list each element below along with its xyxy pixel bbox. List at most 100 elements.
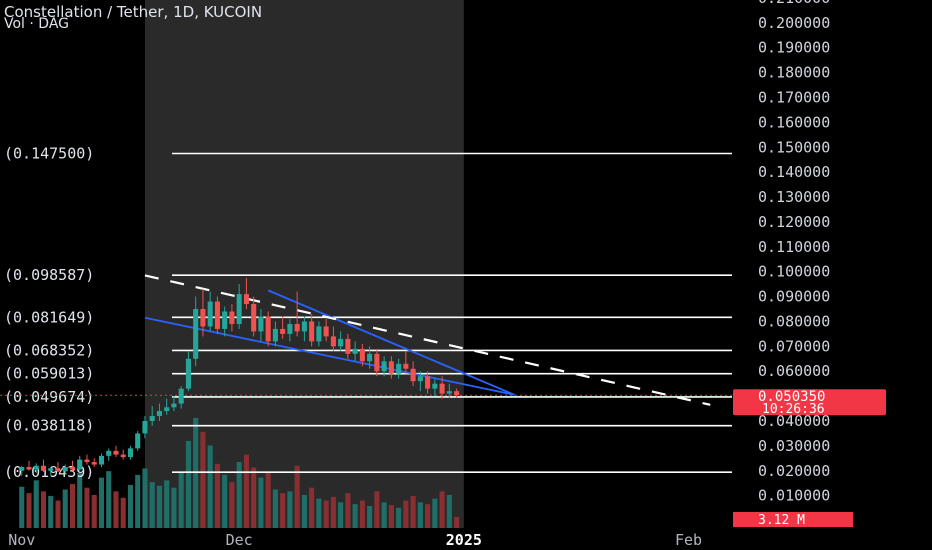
volume-bar [323,500,329,528]
price-tick-label: 0.110000 [758,238,830,256]
candle-body [287,323,293,334]
candle-body [164,407,170,412]
date-range-highlight [144,0,464,528]
candle-body [251,304,257,332]
volume-bar [77,473,83,528]
volume-bar [316,498,322,528]
candle-body [439,383,445,394]
dashed-trendline [144,274,711,406]
price-tick-label: 0.090000 [758,288,830,306]
candle-body [454,391,460,396]
candle-body [374,353,380,372]
level-label: (0.049674) [4,388,94,406]
volume-bar [265,473,271,528]
volume-bar [142,468,148,528]
volume-bar [258,477,264,528]
candle-body [301,321,307,332]
time-tick-label: Dec [226,531,253,549]
volume-bar [367,506,373,528]
candle-body [26,467,32,470]
time-tick-label: Nov [8,531,35,549]
price-tick-label: 0.010000 [758,487,830,505]
volume-badge-value: 3.12 M [758,513,805,528]
volume-bar [200,431,206,528]
volume-bar [432,498,438,528]
volume-bar [352,504,358,528]
volume-badge [733,512,853,527]
volume-bar [26,493,32,528]
candle-body [62,467,68,472]
volume-bar [84,487,90,528]
volume-bar [193,418,199,528]
price-tick-label: 0.210000 [758,0,830,7]
candle-body [381,361,387,372]
candle-countdown: 10:26:36 [762,402,825,417]
volume-bar [214,463,220,528]
volume-bar [40,491,47,528]
time-tick-label: Feb [675,531,702,549]
price-tick-label: 0.080000 [758,312,830,330]
price-tick-label: 0.180000 [758,64,830,82]
volume-bar [69,484,76,528]
current-price-tag [733,389,886,416]
volume-bar [222,474,228,528]
candle-body [207,301,213,327]
candle-body [193,309,199,359]
candle-body [316,326,322,342]
candle-body [19,467,25,471]
candle-body [272,328,278,342]
volume-bar [338,502,344,528]
volume-bar [417,502,423,528]
volume-bar [185,440,191,528]
candle-body [69,467,76,470]
price-tick-label: 0.170000 [758,89,830,107]
candle-body [200,309,206,327]
candle-body [243,294,249,305]
volume-bar [19,486,25,528]
volume-bar [135,474,141,528]
volume-bar [439,491,445,528]
price-tick-label: 0.190000 [758,39,830,57]
candle-body [33,465,39,470]
volume-bar [309,487,315,528]
level-label: (0.059013) [4,365,94,383]
candle-body [214,301,220,329]
volume-bar [381,502,387,528]
channel-line [267,289,515,396]
candle-body [367,353,373,362]
candle-body [120,454,126,458]
candle-body [330,336,336,347]
candle-body [359,348,365,362]
volume-bar [446,495,452,528]
price-tick-label: 0.070000 [758,337,830,355]
candle-body [142,421,148,434]
candle-body [156,411,162,417]
volume-bar [374,491,380,528]
candle-body [432,383,438,389]
price-tick-label: 0.160000 [758,113,830,131]
volume-bar [127,484,133,528]
candle-body [417,376,423,382]
volume-bar [403,500,409,528]
candle-body [149,416,155,421]
candle-body [48,468,54,471]
volume-bar [388,505,394,528]
volume-bar [287,491,293,528]
volume-bar [396,507,402,528]
candle-body [55,468,61,472]
candle-body [106,450,112,456]
candle-body [178,388,184,404]
volume-bar [98,477,105,528]
price-tick-label: 0.120000 [758,213,830,231]
price-tick-label: 0.030000 [758,437,830,455]
level-label: (0.081649) [4,308,94,326]
volume-bar [120,497,126,528]
price-tick-label: 0.100000 [758,263,830,281]
candle-body [77,459,83,470]
candle-body [229,311,235,324]
price-tick-label: 0.020000 [758,462,830,480]
candle-body [113,450,119,455]
level-label: (0.068352) [4,341,94,359]
candle-body [185,358,191,389]
